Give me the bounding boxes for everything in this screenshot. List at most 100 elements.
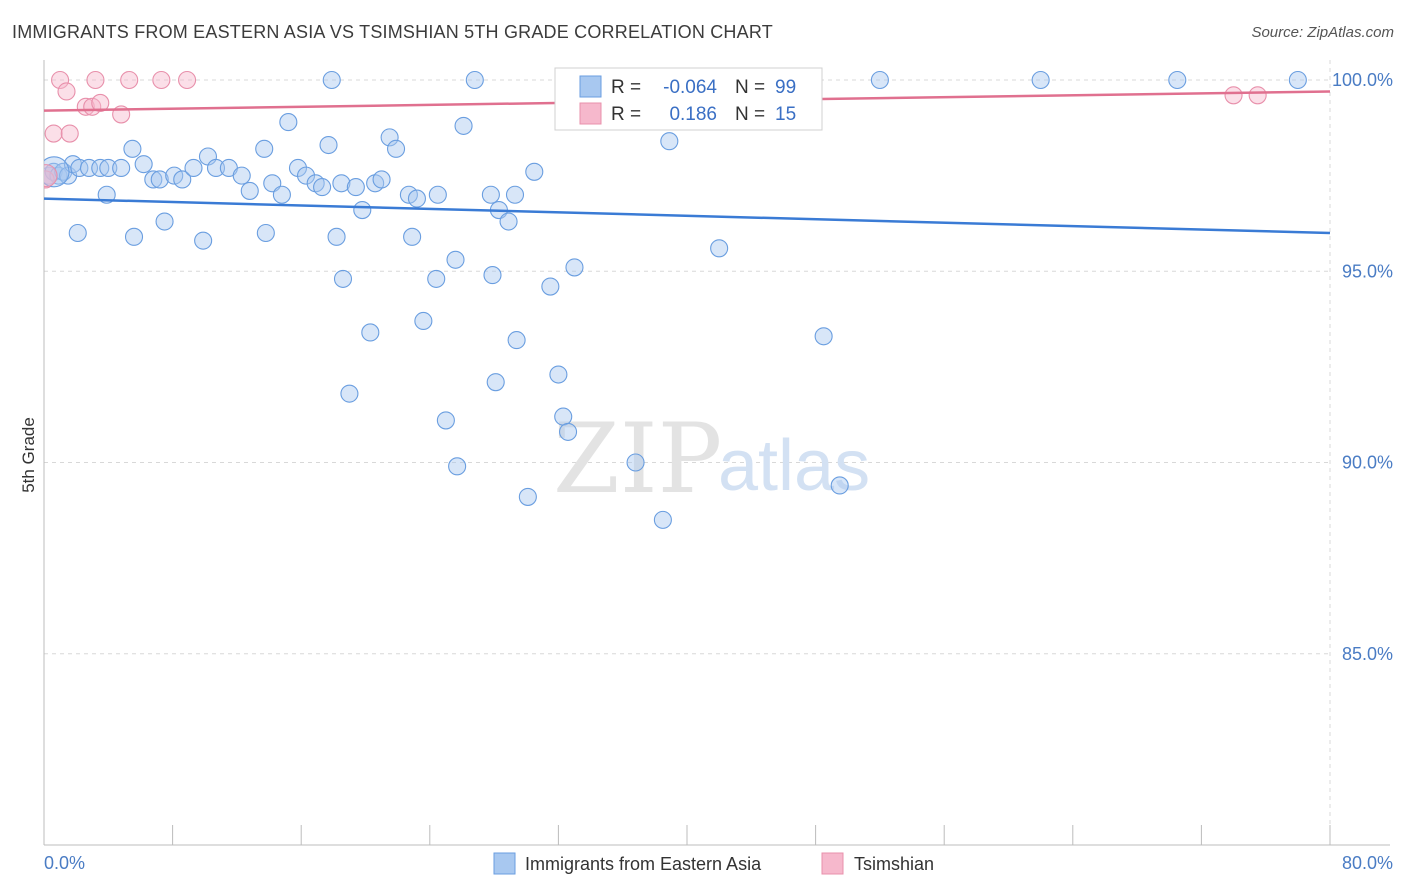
point-eastern-asia-67: [340, 384, 359, 403]
y-tick-label-3: 85.0%: [1342, 644, 1393, 664]
point-eastern-asia-58: [333, 269, 353, 288]
point-eastern-asia-48: [505, 185, 525, 204]
point-eastern-asia-28: [296, 166, 316, 185]
point-eastern-asia-69: [549, 365, 568, 384]
point-eastern-asia-65: [414, 311, 433, 331]
point-eastern-asia-86: [660, 132, 679, 151]
point-eastern-asia-52: [124, 227, 144, 246]
point-eastern-asia-30: [313, 178, 332, 197]
legend: Immigrants from Eastern Asia Tsimshian: [493, 852, 934, 875]
point-eastern-asia-41: [407, 189, 426, 208]
watermark: ZIP atlas: [553, 403, 870, 515]
point-eastern-asia-26: [279, 113, 298, 132]
point-eastern-asia-11: [123, 139, 142, 158]
chart-title: IMMIGRANTS FROM EASTERN ASIA VS TSIMSHIA…: [12, 22, 773, 42]
stats-r-value-0: -0.064: [663, 77, 717, 98]
point-eastern-asia-66: [507, 331, 526, 350]
point-eastern-asia-14: [150, 170, 169, 189]
point-eastern-asia-81: [830, 476, 849, 495]
point-tsimshian-0: [44, 170, 55, 189]
point-tsimshian-12: [178, 70, 197, 90]
point-eastern-asia-83: [1031, 70, 1050, 90]
watermark-atlas: atlas: [718, 426, 870, 506]
point-eastern-asia-75: [626, 453, 645, 472]
point-tsimshian-13: [1224, 86, 1243, 105]
point-eastern-asia-47: [499, 212, 518, 231]
point-eastern-asia-6: [70, 158, 89, 178]
point-eastern-asia-74: [518, 487, 537, 506]
point-eastern-asia-59: [427, 269, 446, 288]
point-eastern-asia-9: [99, 158, 118, 178]
stats-n-label-1: N =: [735, 104, 765, 125]
point-eastern-asia-82: [870, 70, 889, 90]
x-tick-labels: 0.0% 80.0%: [44, 853, 1393, 873]
point-eastern-asia-21: [232, 166, 251, 185]
point-tsimshian-cluster: [44, 164, 58, 188]
point-tsimshian-2: [51, 70, 70, 90]
y-tick-label-2: 90.0%: [1342, 453, 1393, 473]
point-eastern-asia-23: [255, 139, 274, 158]
point-eastern-asia-61: [483, 266, 502, 285]
point-eastern-asia-17: [184, 158, 203, 178]
point-eastern-asia-34: [346, 178, 365, 197]
x-tick-label-1: 80.0%: [1342, 853, 1393, 873]
point-eastern-asia-84: [1168, 70, 1187, 90]
point-tsimshian-14: [1248, 86, 1267, 105]
point-eastern-asia-13: [144, 170, 163, 189]
point-eastern-asia-54: [194, 231, 213, 250]
point-tsimshian-7: [86, 70, 105, 90]
point-tsimshian-4: [60, 124, 79, 143]
axes: [43, 60, 1390, 846]
point-eastern-asia-60: [446, 250, 465, 269]
stats-r-value-1: 0.186: [669, 104, 717, 125]
watermark-zip: ZIP: [553, 403, 722, 515]
legend-swatch-0: [493, 852, 516, 875]
stats-n-value-1: 15: [775, 104, 796, 125]
point-eastern-asia-42: [428, 185, 447, 204]
point-eastern-asia-33: [332, 174, 351, 193]
point-eastern-asia-56: [327, 227, 346, 246]
stats-n-value-0: 99: [775, 77, 796, 98]
stats-swatch-0: [579, 75, 602, 98]
point-eastern-asia-10: [112, 158, 131, 178]
point-eastern-asia-63: [565, 258, 584, 277]
point-eastern-asia-16: [173, 170, 192, 189]
trend-line-eastern-asia: [43, 197, 1331, 235]
legend-label-1: Tsimshian: [854, 854, 934, 874]
point-eastern-asia-57: [403, 227, 422, 246]
point-eastern-asia-37: [372, 170, 391, 189]
x-tick-label-0: 0.0%: [44, 853, 85, 873]
point-eastern-asia-71: [554, 407, 573, 426]
point-tsimshian-3: [57, 82, 76, 101]
point-eastern-asia-19: [206, 158, 226, 178]
legend-swatch-1: [821, 852, 844, 875]
point-tsimshian-1: [44, 124, 63, 143]
point-eastern-asia-76: [653, 510, 672, 529]
point-eastern-asia-80: [814, 327, 833, 346]
point-eastern-asia-85: [1288, 70, 1307, 90]
y-tick-label-0: 100.0%: [1332, 70, 1393, 90]
point-eastern-asia-62: [541, 277, 560, 296]
point-eastern-asia-45: [481, 185, 500, 204]
stats-r-label-0: R =: [611, 77, 641, 98]
point-eastern-asia-35: [353, 201, 372, 220]
point-eastern-asia-31: [319, 135, 338, 155]
point-eastern-asia-22: [240, 181, 259, 200]
point-eastern-asia-68: [486, 373, 505, 392]
point-eastern-asia-43: [454, 116, 473, 135]
point-eastern-asia-44: [465, 70, 484, 90]
y-tick-label-1: 95.0%: [1342, 261, 1393, 281]
point-eastern-asia-72: [558, 422, 578, 441]
point-eastern-asia-55: [256, 223, 275, 243]
stats-n-label-0: N =: [735, 77, 765, 98]
source-label: Source: ZipAtlas.com: [1251, 24, 1394, 41]
point-eastern-asia-70: [436, 411, 455, 430]
point-eastern-asia-79: [710, 239, 729, 258]
point-eastern-asia-73: [448, 457, 467, 476]
point-eastern-asia-39: [386, 139, 406, 158]
stats-box: R = -0.064 N = 99 R = 0.186 N = 15: [554, 67, 823, 131]
legend-label-0: Immigrants from Eastern Asia: [525, 854, 762, 874]
point-eastern-asia-32: [322, 70, 341, 90]
point-eastern-asia-53: [155, 212, 174, 231]
